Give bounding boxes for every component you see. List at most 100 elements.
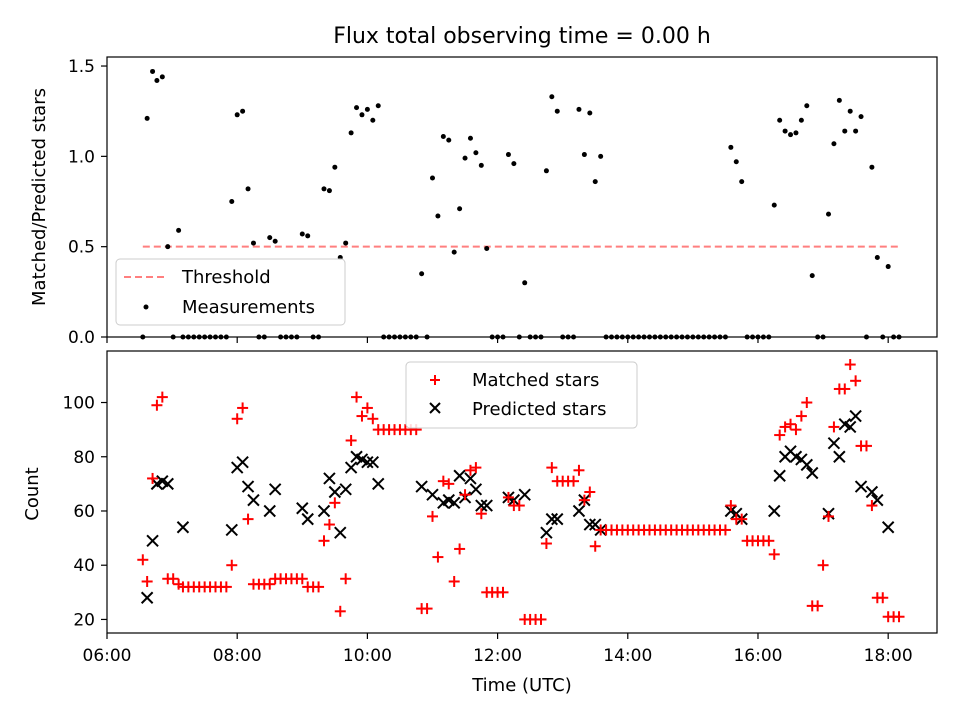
predicted-star-point	[339, 483, 352, 496]
matched-star-point	[785, 418, 797, 430]
chart-title: Flux total observing time = 0.00 h	[333, 24, 711, 49]
predicted-star-point	[426, 488, 439, 501]
top-legend-box	[115, 258, 346, 326]
predicted-star-point	[773, 469, 786, 482]
matched-star-point	[589, 540, 601, 552]
matched-star-point	[334, 605, 346, 617]
matched-star-point	[774, 429, 786, 441]
predicted-star-point	[334, 526, 347, 539]
predicted-star-point	[328, 485, 342, 499]
matched-star-point	[264, 578, 276, 590]
top-legend: Threshold Measurements	[115, 258, 346, 326]
predicted-star-point	[447, 496, 461, 510]
predicted-star-point	[361, 455, 374, 469]
measurement-point	[836, 97, 842, 103]
measurement-point	[332, 164, 338, 170]
legend-matched-swatch	[430, 375, 440, 385]
top-y-tick-label: 1.0	[68, 147, 95, 167]
measurement-point	[473, 150, 479, 156]
matched-star-point	[719, 524, 731, 536]
measurement-point	[554, 108, 560, 114]
matched-star-point	[296, 573, 308, 585]
matched-star-point	[801, 397, 813, 409]
measurement-point	[165, 244, 171, 250]
legend-threshold-label: Threshold	[181, 267, 271, 288]
measurement-point	[359, 112, 365, 118]
measurement-point	[788, 132, 794, 138]
measurement-point	[321, 186, 327, 192]
predicted-star-point	[768, 504, 781, 518]
matched-star-point	[839, 383, 851, 395]
measurement-point	[793, 130, 799, 136]
predicted-star-point	[583, 518, 597, 531]
bottom-y-tick-label: 40	[73, 556, 95, 576]
matched-star-point	[147, 472, 159, 484]
matched-star-point	[844, 359, 856, 371]
measurement-point	[159, 74, 165, 80]
matched-star-point	[502, 491, 514, 503]
matched-star-point	[877, 592, 889, 604]
predicted-star-point	[854, 480, 868, 493]
measurement-point	[885, 264, 891, 270]
matched-star-point	[351, 391, 363, 403]
measurement-point	[272, 238, 278, 244]
predicted-star-point	[469, 483, 483, 496]
predicted-star-point	[865, 485, 879, 499]
measurement-point	[299, 231, 305, 237]
matched-star-point	[323, 519, 335, 531]
matched-star-point	[725, 500, 737, 512]
bottom-plot-ticks: 20 40 60 80 100 06:00 08:00 10:00 12:00 14:00 16:0…	[63, 394, 913, 666]
measurement-point	[592, 179, 598, 185]
predicted-star-point	[176, 521, 190, 534]
matched-star-point	[356, 410, 368, 422]
predicted-star-point	[827, 436, 841, 450]
matched-star-point	[736, 513, 748, 525]
predicted-star-point	[317, 504, 331, 518]
matched-star-point	[893, 611, 905, 623]
measurement-point	[809, 273, 815, 279]
measurement-point	[150, 68, 156, 74]
matched-star-point	[828, 421, 840, 433]
matched-star-point	[573, 464, 585, 476]
measurement-point	[831, 141, 837, 147]
predicted-star-point	[572, 504, 586, 518]
predicted-star-point	[344, 461, 358, 474]
measurement-point	[598, 153, 604, 159]
measurement-point	[543, 168, 549, 174]
top-plot-ticks: 0.0 0.5 1.0 1.5	[68, 57, 889, 348]
matched-star-point	[318, 535, 330, 547]
bottom-plot-marks	[137, 359, 905, 625]
matched-star-point	[137, 554, 149, 566]
matched-star-point	[568, 475, 580, 487]
measurement-point	[858, 114, 864, 120]
matched-star-point	[768, 548, 780, 560]
matched-star-point	[584, 486, 596, 498]
matched-star-point	[237, 402, 249, 414]
matched-star-point	[167, 573, 179, 585]
measurement-point	[326, 188, 332, 194]
predicted-star-point	[225, 523, 238, 537]
predicted-star-point	[849, 409, 862, 423]
legend-predicted-swatch	[429, 402, 441, 414]
measurement-point	[267, 235, 273, 241]
matched-star-point	[141, 575, 153, 587]
measurement-point	[305, 233, 311, 239]
measurement-point	[354, 105, 360, 111]
measurement-point	[451, 249, 457, 255]
measurement-point	[144, 115, 150, 121]
predicted-star-point	[236, 455, 249, 469]
predicted-star-point	[241, 480, 255, 493]
measurement-point	[826, 211, 832, 217]
measurement-point	[440, 133, 446, 139]
matched-star-point	[475, 508, 487, 520]
matched-star-point	[850, 375, 862, 387]
x-tick-label: 18:00	[864, 646, 913, 666]
predicted-star-point	[140, 591, 154, 604]
measurement-point	[154, 77, 160, 83]
measurement-point	[467, 135, 473, 141]
matched-star-point	[535, 613, 547, 625]
measurement-point	[375, 103, 381, 109]
x-tick-label: 14:00	[603, 646, 652, 666]
matched-star-point	[860, 440, 872, 452]
matched-star-point	[226, 559, 238, 571]
